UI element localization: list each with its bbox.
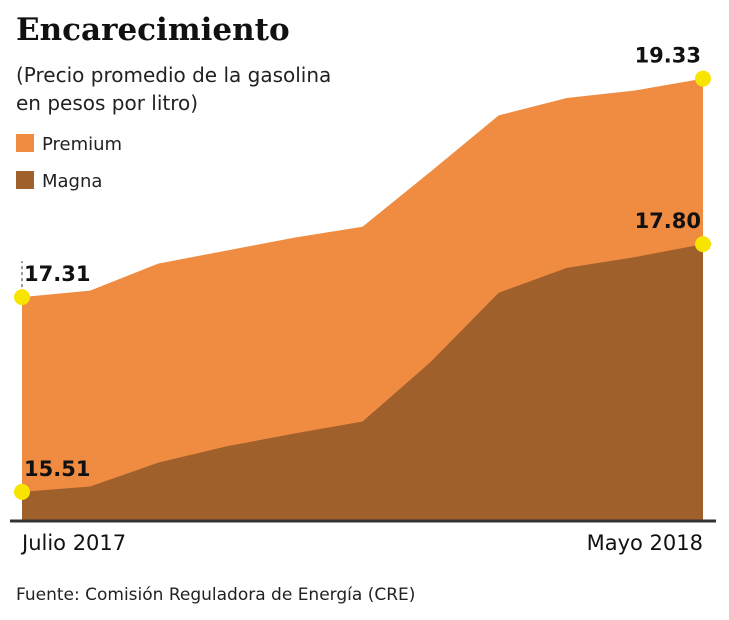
area (22, 244, 703, 520)
source: Fuente: Comisión Reguladora de Energía (… (16, 585, 415, 605)
value-label: 19.33 (635, 44, 701, 68)
legend-label: Magna (42, 171, 102, 192)
legend-swatch (16, 171, 34, 189)
value-label: 17.31 (24, 262, 90, 286)
chart-title: Encarecimiento (16, 12, 290, 48)
legend-swatch (16, 134, 34, 152)
chart-subtitle: (Precio promedio de la gasolina (16, 63, 331, 87)
value-label: 15.51 (24, 457, 90, 481)
value-dot (695, 70, 711, 87)
x-tick-label: Mayo 2018 (587, 531, 703, 555)
value-dot (14, 483, 30, 500)
value-label: 17.80 (635, 209, 701, 233)
value-dot (14, 289, 30, 306)
x-tick-label: Julio 2017 (20, 531, 126, 555)
value-dot (695, 236, 711, 253)
legend-label: Premium (42, 134, 122, 155)
chart-subtitle: en pesos por litro) (16, 91, 198, 115)
